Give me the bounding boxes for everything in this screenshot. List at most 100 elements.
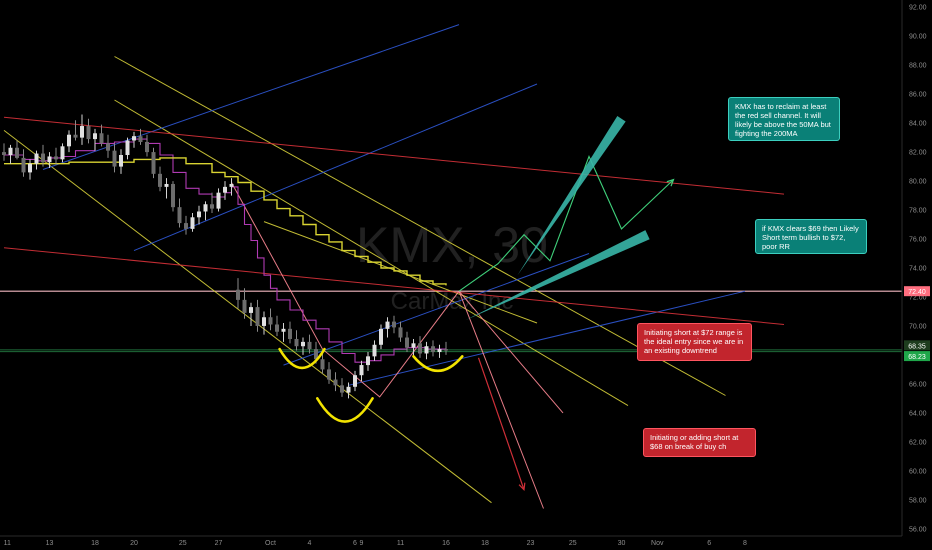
trendline: [3, 130, 492, 504]
time-tick-label: 18: [481, 540, 489, 547]
time-tick-label: 13: [46, 540, 54, 547]
time-tick-label: 25: [179, 540, 187, 547]
candle-body: [229, 183, 234, 187]
time-tick-label: 4: [308, 540, 312, 547]
price-axis[interactable]: 56.0058.0060.0062.0064.0066.0068.0070.00…: [901, 0, 932, 550]
candle-body: [444, 349, 448, 351]
trendline: [348, 290, 746, 386]
candle-body: [307, 341, 312, 350]
pattern-highlights: [278, 347, 464, 423]
time-tick-label: 11: [397, 540, 404, 547]
candle-body: [385, 321, 390, 329]
candle-body: [301, 341, 305, 347]
price-tick-label: 72.00: [909, 294, 927, 301]
projection-line: [458, 155, 674, 292]
annotation-short-68[interactable]: Initiating or adding short at $68 on bre…: [643, 428, 756, 457]
price-tick-label: 56.00: [909, 526, 927, 533]
time-tick-label: 16: [442, 540, 450, 547]
trendlines: [3, 24, 785, 509]
candle-body: [236, 289, 240, 300]
candle-body: [340, 385, 344, 393]
candle-body: [164, 183, 169, 187]
candle-body: [158, 173, 162, 187]
candle-body: [379, 328, 383, 345]
candle-body: [80, 126, 84, 138]
time-axis[interactable]: 11 13 18 20 25 27 Oct 4 6 9 11 16 18 23 25 30 Nov 6 8: [0, 535, 932, 550]
candle-body: [242, 299, 247, 313]
candle-body: [249, 307, 253, 313]
company-watermark: CarMax Inc: [391, 288, 514, 315]
price-tick-label: 62.00: [909, 439, 927, 446]
candle-body: [353, 375, 357, 387]
candle-body: [223, 186, 227, 193]
price-tick-label: 64.00: [909, 410, 927, 417]
candle-body: [405, 337, 409, 348]
time-axis-bg: [0, 536, 932, 550]
candle-body: [54, 156, 58, 160]
candle-body: [106, 143, 110, 151]
candle-body: [359, 365, 364, 376]
candle-body: [93, 133, 97, 140]
target-arrowhead: [518, 482, 526, 491]
pattern-arc: [278, 347, 326, 370]
time-tick-label: Nov: [651, 540, 664, 547]
candle-body: [47, 156, 52, 163]
time-tick-label: 6: [707, 540, 711, 547]
price-level-tag: [904, 286, 930, 297]
time-tick-label: 8: [743, 540, 747, 547]
candle-body: [145, 141, 149, 153]
price-level-tag-label: 68.35: [908, 343, 926, 350]
candle-body: [21, 157, 26, 173]
callout-pointer: [465, 230, 650, 321]
candle-body: [138, 136, 143, 142]
price-tick-label: 60.00: [909, 468, 927, 475]
candle-body: [8, 147, 13, 156]
pattern-arc: [316, 397, 374, 423]
projection-path: [458, 155, 675, 292]
annotation-reclaim[interactable]: KMX has to reclaim at least the red sell…: [728, 97, 840, 141]
candle-body: [210, 204, 214, 209]
price-tick-label: 76.00: [909, 237, 927, 244]
price-tick-label: 66.00: [909, 381, 927, 388]
candle-body: [41, 153, 45, 163]
candle-body: [392, 321, 396, 328]
annotation-short-72[interactable]: Initiating short at $72 range is the ide…: [637, 323, 752, 361]
trendline: [114, 56, 726, 396]
time-tick-label: 25: [569, 540, 577, 547]
candle-body: [151, 152, 156, 174]
callout-pointer: [517, 116, 626, 276]
candle-body: [73, 134, 78, 138]
candle-body: [67, 134, 71, 147]
candle-body: [268, 317, 273, 325]
candle-body: [275, 324, 279, 332]
price-tick-label: 70.00: [909, 323, 927, 330]
time-tick-label: 18: [91, 540, 99, 547]
candle-body: [34, 153, 39, 164]
symbol-watermark: KMX, 30: [356, 217, 548, 273]
price-tick-label: 58.00: [909, 497, 927, 504]
candle-body: [177, 207, 182, 224]
time-tick-label: 30: [618, 540, 626, 547]
candle-body: [203, 204, 208, 212]
trendline: [283, 253, 590, 366]
trendline: [114, 99, 629, 407]
time-tick-label: 23: [527, 540, 535, 547]
candle-body: [60, 146, 65, 160]
price-tick-label: 82.00: [909, 150, 927, 157]
candle-body: [190, 217, 195, 229]
candle-body: [28, 163, 32, 173]
trendline: [133, 83, 538, 252]
candle-body: [197, 211, 201, 218]
candle-body: [86, 126, 91, 140]
price-level-tag-label: 68.23: [908, 354, 926, 361]
projection-arrowhead: [666, 178, 675, 187]
candle-body: [112, 150, 117, 167]
trendline: [3, 116, 785, 195]
candle-body: [132, 136, 136, 141]
candle-body: [125, 140, 130, 156]
annotation-clears-69[interactable]: if KMX clears $69 then Likely Short term…: [755, 219, 867, 254]
price-tick-label: 74.00: [909, 266, 927, 273]
trendline: [263, 221, 538, 324]
